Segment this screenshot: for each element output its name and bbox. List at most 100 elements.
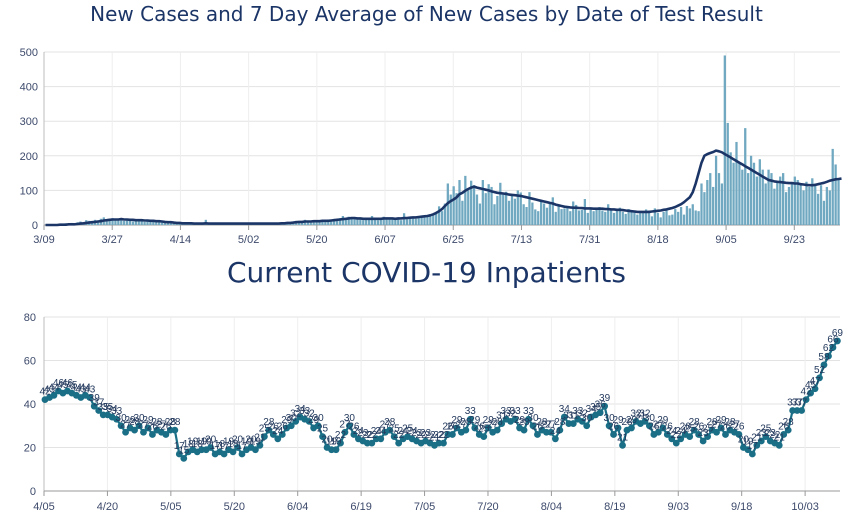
data-label: 20: [738, 435, 750, 446]
inpatients-point: [713, 428, 720, 436]
data-label: 25: [389, 424, 401, 435]
new-cases-bar: [461, 200, 464, 225]
new-cases-bar: [677, 211, 680, 225]
inpatients-point: [117, 422, 125, 430]
new-cases-bar: [335, 220, 339, 225]
new-cases-bar: [770, 173, 773, 225]
new-cases-bar: [732, 162, 735, 225]
new-cases-bar: [344, 218, 347, 225]
data-label: 19: [223, 437, 235, 448]
new-cases-bar: [300, 221, 304, 225]
y-tick-label: 60: [24, 356, 36, 368]
data-label: 19: [187, 437, 199, 448]
new-cases-bar: [178, 223, 181, 225]
inpatients-point: [820, 361, 828, 369]
data-label: 45: [66, 380, 78, 391]
data-label: 17: [210, 441, 222, 452]
new-cases-bar: [816, 193, 820, 225]
new-cases-bar: [671, 214, 674, 225]
new-cases-bar: [545, 207, 549, 225]
data-label: 30: [581, 413, 593, 424]
data-label: 24: [375, 426, 387, 437]
new-cases-bar: [624, 213, 627, 225]
x-tick-label: 7/31: [579, 234, 600, 246]
new-cases-bar: [160, 222, 164, 225]
inpatients-point: [220, 450, 228, 458]
x-tick-label: 3/27: [101, 234, 122, 246]
data-label: 27: [487, 419, 499, 430]
new-cases-bar: [749, 155, 753, 225]
data-label: 30: [527, 413, 539, 424]
inpatients-point: [578, 418, 586, 425]
data-label: 26: [442, 421, 454, 432]
data-label: 35: [102, 402, 114, 413]
inpatients-point: [717, 424, 725, 432]
y-tick-label: 0: [32, 220, 38, 232]
data-label: 26: [680, 421, 692, 432]
data-label: 23: [420, 428, 432, 439]
data-label: 35: [590, 402, 602, 413]
data-label: 28: [129, 417, 141, 428]
x-tick-label: 6/04: [287, 501, 308, 513]
x-tick-label: 4/14: [170, 234, 191, 246]
inpatients-point: [641, 418, 649, 425]
x-tick-label: 6/25: [443, 234, 464, 246]
new-cases-bar: [312, 220, 315, 225]
new-cases-bar: [767, 169, 770, 225]
new-cases-bar: [811, 178, 814, 225]
data-label: 25: [317, 424, 329, 435]
inpatients-point: [390, 433, 398, 441]
y-tick-label: 400: [20, 82, 38, 94]
y-tick-label: 300: [20, 116, 38, 128]
x-tick-label: 8/18: [647, 234, 668, 246]
data-label: 30: [344, 413, 356, 424]
data-label: 29: [281, 415, 293, 426]
inpatients-point: [744, 446, 752, 454]
data-label: 19: [201, 437, 213, 448]
new-cases-bar: [642, 211, 645, 225]
new-cases-bar: [114, 220, 117, 225]
inpatients-point: [260, 433, 268, 441]
new-cases-bar: [158, 221, 161, 225]
data-label: 44: [48, 382, 60, 393]
new-cases-bar: [505, 191, 508, 225]
data-label: 26: [662, 421, 674, 432]
inpatients-point: [90, 402, 98, 410]
new-cases-bar: [367, 219, 371, 225]
data-label: 29: [483, 415, 495, 426]
data-label: 20: [321, 435, 333, 446]
data-label: 23: [756, 428, 768, 439]
data-label: 21: [617, 432, 629, 443]
inpatients-point: [498, 420, 506, 427]
data-label: 43: [75, 384, 87, 395]
y-tick-label: 40: [24, 399, 36, 411]
inpatients-point: [269, 431, 277, 438]
x-tick-label: 8/04: [541, 501, 562, 513]
new-cases-bar: [639, 212, 642, 225]
x-tick-label: 3/09: [33, 234, 54, 246]
new-cases-bar: [516, 190, 519, 225]
data-label: 19: [241, 437, 253, 448]
data-label: 24: [550, 426, 562, 437]
data-label: 23: [765, 428, 777, 439]
new-cases-bar: [662, 211, 665, 225]
new-cases-bar: [569, 211, 572, 225]
new-cases-bar: [131, 221, 135, 225]
data-label: 24: [666, 426, 678, 437]
new-cases-bar: [537, 211, 540, 225]
inpatients-point: [314, 422, 322, 430]
new-cases-bar: [557, 205, 560, 225]
new-cases-bar: [554, 211, 557, 225]
new-cases-bar: [388, 218, 391, 225]
new-cases-bar: [507, 200, 511, 225]
inpatients-point: [699, 437, 707, 445]
data-label: 44: [80, 382, 92, 393]
inpatients-point: [368, 439, 376, 447]
new-cases-bar: [146, 220, 149, 225]
data-label: 26: [474, 421, 486, 432]
new-cases-bar: [726, 122, 729, 225]
inpatients-point: [605, 422, 613, 430]
inpatients-point: [807, 389, 814, 397]
inpatients-chart: 0 20 40 60 80 4/05 4/20 5/05 5/20 6/04 6/19 7/05 7/2…: [24, 312, 844, 513]
data-label: 30: [133, 413, 145, 424]
